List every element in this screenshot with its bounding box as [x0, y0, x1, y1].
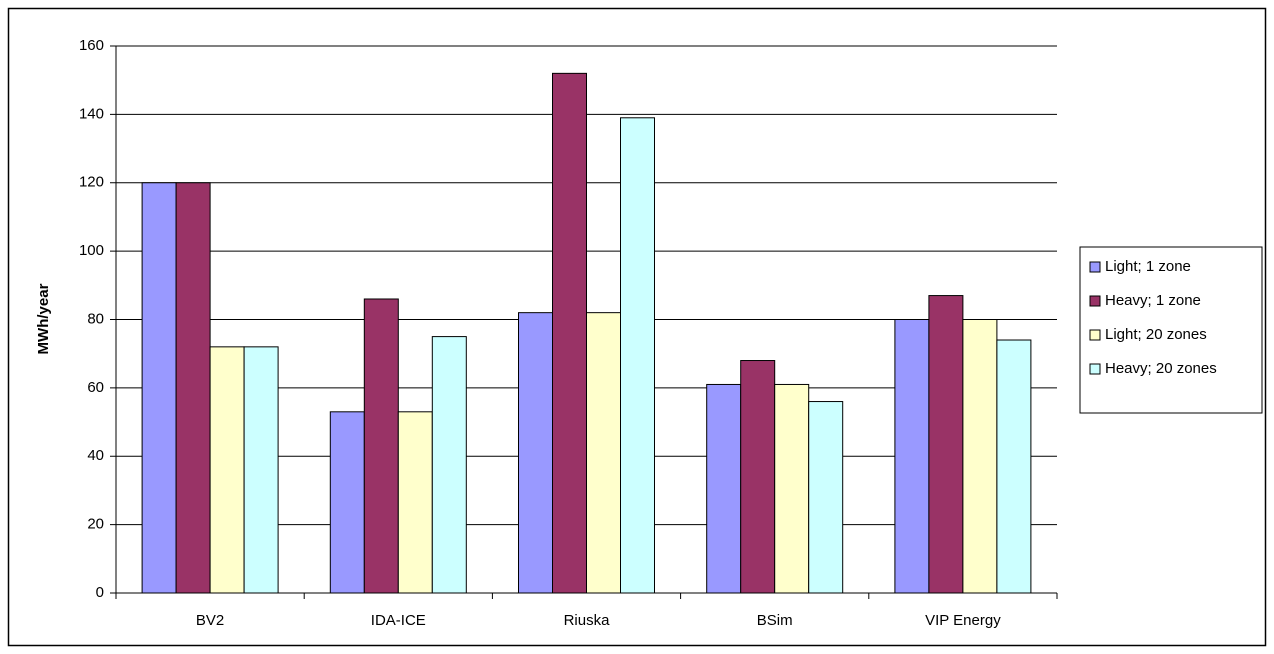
legend-swatch — [1089, 295, 1101, 307]
bar — [620, 117, 655, 594]
y-tick-label: 40 — [87, 447, 104, 464]
y-tick-label: 0 — [96, 584, 104, 601]
bar — [894, 319, 930, 594]
bar — [431, 336, 467, 594]
y-tick-label: 160 — [79, 37, 104, 54]
legend-label: Light; 1 zone — [1105, 258, 1191, 275]
bar — [175, 182, 211, 594]
bar — [552, 72, 587, 594]
y-tick-label: 100 — [79, 242, 104, 259]
bar — [586, 312, 621, 594]
bar — [363, 298, 399, 594]
bar — [518, 312, 553, 594]
y-axis-label: MWh/year — [35, 283, 52, 354]
x-tick-label: BSim — [757, 612, 793, 629]
x-tick-label: VIP Energy — [925, 612, 1001, 629]
bar — [209, 346, 245, 594]
bar — [329, 411, 365, 594]
x-tick-label: IDA-ICE — [371, 612, 426, 629]
x-tick-label: Riuska — [564, 612, 611, 629]
y-tick-label: 60 — [87, 379, 104, 396]
legend-swatch — [1089, 261, 1101, 273]
bar — [996, 339, 1032, 594]
legend-box — [1079, 246, 1263, 414]
bar — [774, 383, 810, 594]
bar — [928, 295, 964, 594]
y-tick-label: 140 — [79, 105, 104, 122]
bar — [397, 411, 433, 594]
y-tick-label: 80 — [87, 310, 104, 327]
legend-swatch — [1089, 329, 1101, 341]
bar — [706, 383, 742, 594]
bar — [243, 346, 279, 594]
bar — [740, 360, 776, 594]
legend-label: Light; 20 zones — [1105, 326, 1207, 343]
bar — [962, 319, 998, 594]
bar — [141, 182, 177, 594]
y-tick-label: 20 — [87, 516, 104, 533]
legend-swatch — [1089, 363, 1101, 375]
y-tick-label: 120 — [79, 174, 104, 191]
bar — [808, 401, 844, 594]
legend-label: Heavy; 20 zones — [1105, 360, 1217, 377]
x-tick-label: BV2 — [196, 612, 224, 629]
legend-label: Heavy; 1 zone — [1105, 292, 1201, 309]
